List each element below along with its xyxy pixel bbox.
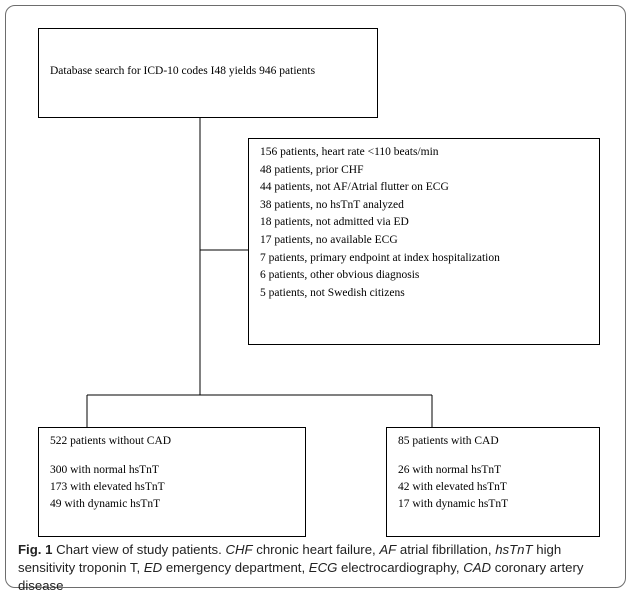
group-title: 85 patients with CAD xyxy=(398,435,499,447)
group-box: 85 patients with CAD 26 with normal hsTn… xyxy=(386,427,600,537)
exclusion-item: 6 patients, other obvious diagnosis xyxy=(260,269,420,282)
exclusion-item: 38 patients, no hsTnT analyzed xyxy=(260,198,404,211)
caption-text: chronic heart failure, xyxy=(256,542,376,557)
exclusion-item: 5 patients, not Swedish citizens xyxy=(260,286,405,299)
exclusion-item: 48 patients, prior CHF xyxy=(260,163,364,176)
group-line: 17 with dynamic hsTnT xyxy=(398,498,509,510)
caption-abbr: ED xyxy=(143,560,163,575)
figure-frame xyxy=(5,5,626,588)
caption-label: Fig. 1 xyxy=(18,542,53,557)
group-title: 522 patients without CAD xyxy=(50,435,172,447)
group-line: 300 with normal hsTnT xyxy=(50,464,159,476)
caption-text: Chart view of study patients. xyxy=(56,542,222,557)
group-box: 522 patients without CAD 300 with normal… xyxy=(38,427,306,537)
exclusion-item: 7 patients, primary endpoint at index ho… xyxy=(260,251,500,264)
group-line: 173 with elevated hsTnT xyxy=(50,481,165,493)
caption-abbr: CHF xyxy=(225,542,253,557)
caption: Fig. 1 Chart view of study patients. CHF… xyxy=(18,541,618,594)
exclusion-item: 156 patients, heart rate <110 beats/min xyxy=(260,146,439,158)
caption-abbr: CAD xyxy=(463,560,492,575)
caption-text: coronary artery disease xyxy=(18,560,584,593)
group-line: 42 with elevated hsTnT xyxy=(398,481,507,493)
caption-abbr: hsTnT xyxy=(495,542,533,557)
exclusion-item: 17 patients, no available ECG xyxy=(260,234,398,246)
caption-text: electrocardiography, xyxy=(341,560,460,575)
caption-abbr: AF xyxy=(379,542,397,557)
exclusion-item: 44 patients, not AF/Atrial flutter on EC… xyxy=(260,181,449,194)
caption-text: atrial fibrillation, xyxy=(399,542,492,557)
caption-text: high sensitivity troponin T, xyxy=(18,542,562,575)
group-line: 26 with normal hsTnT xyxy=(398,464,502,476)
search-box: Database search for ICD-10 codes I48 yie… xyxy=(38,28,378,118)
search-text: Database search for ICD-10 codes I48 yie… xyxy=(50,65,316,77)
exclusion-box: 156 patients, heart rate <110 beats/min 4… xyxy=(248,138,600,345)
exclusion-item: 18 patients, not admitted via ED xyxy=(260,216,409,229)
group-line: 49 with dynamic hsTnT xyxy=(50,498,161,510)
caption-abbr: ECG xyxy=(308,560,338,575)
caption-text: emergency department, xyxy=(165,560,306,575)
